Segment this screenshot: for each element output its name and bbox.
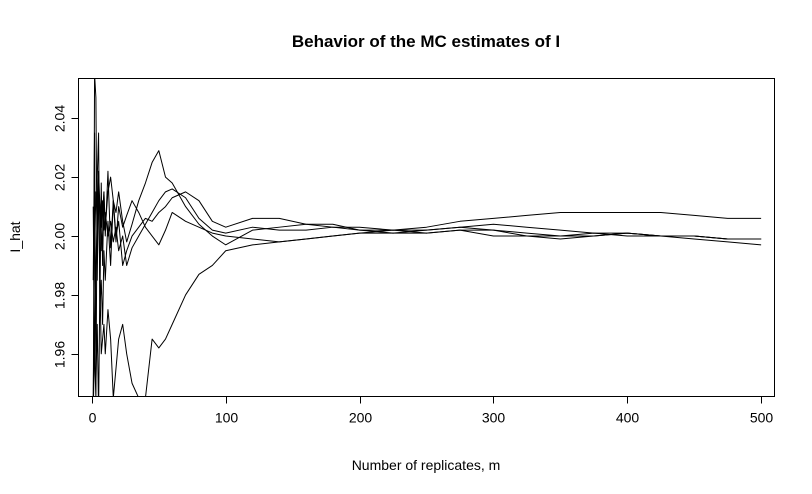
y-tick-label-2: 2.00 — [52, 223, 68, 250]
x-tick-label-0: 0 — [89, 410, 97, 426]
y-tick-label-1: 1.98 — [52, 282, 68, 309]
x-tick-label-5: 500 — [750, 410, 774, 426]
x-tick-label-2: 200 — [349, 410, 373, 426]
series-line-4 — [92, 132, 762, 397]
x-tick-label-1: 100 — [215, 410, 239, 426]
y-axis: 1.96 1.98 2.00 2.02 2.04 — [52, 105, 79, 368]
x-axis: 0 100 200 300 400 500 — [89, 396, 774, 426]
series-line-1 — [92, 78, 762, 397]
plot-area-frame — [78, 78, 775, 397]
y-tick-label-0: 1.96 — [52, 341, 68, 368]
y-tick-label-3: 2.02 — [52, 164, 68, 191]
series-line-3 — [92, 170, 762, 397]
series-line-2 — [93, 188, 762, 397]
series-line-5 — [92, 132, 762, 397]
x-tick-label-3: 300 — [482, 410, 506, 426]
y-axis-label: I_hat — [7, 221, 23, 252]
chart-title: Behavior of the MC estimates of I — [292, 32, 560, 51]
y-tick-label-4: 2.04 — [52, 105, 68, 132]
series-group — [92, 78, 762, 397]
x-axis-label: Number of replicates, m — [352, 457, 501, 473]
x-tick-label-4: 400 — [616, 410, 640, 426]
